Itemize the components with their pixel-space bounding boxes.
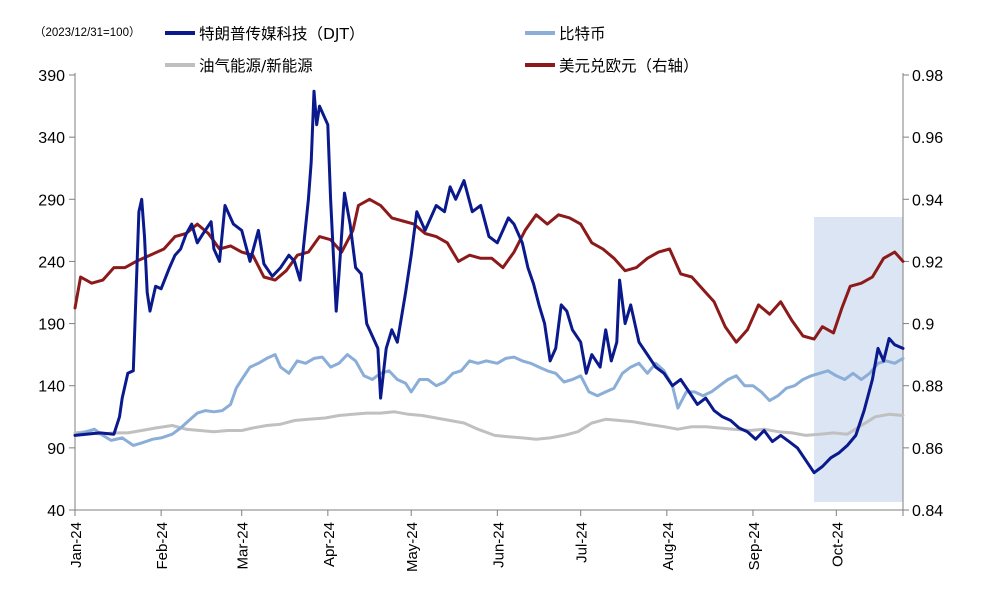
right-tick-label: 0.96 — [912, 130, 943, 147]
highlight-band — [814, 217, 903, 502]
series-layer — [73, 89, 905, 475]
right-tick-label: 0.84 — [912, 503, 943, 520]
x-tick-label: Jul-24 — [574, 522, 591, 563]
x-tick-label: Oct-24 — [829, 522, 846, 567]
right-tick-label: 0.88 — [912, 379, 943, 396]
left-tick-label: 340 — [38, 130, 65, 147]
series-line-2 — [73, 353, 905, 447]
right-tick-label: 0.98 — [912, 68, 943, 85]
legend-label-1: 特朗普传媒科技（DJT） — [199, 25, 364, 43]
x-tick-label: Aug-24 — [660, 522, 677, 570]
x-tick-label: Jan-24 — [68, 522, 85, 568]
left-tick-label: 290 — [38, 192, 65, 209]
left-tick-label: 390 — [38, 68, 65, 85]
x-tick-label: Sep-24 — [746, 522, 763, 570]
x-tick-label: Apr-24 — [321, 522, 338, 567]
left-tick-label: 140 — [38, 379, 65, 396]
left-tick-label: 40 — [47, 503, 65, 520]
legend-label-3: 油气能源/新能源 — [199, 57, 313, 75]
axes-layer: 40 90 140 190 240 290 340 390 0.84 0.86 0.88 0.9 0.9… — [38, 68, 943, 572]
legend-label-2: 比特币 — [559, 25, 606, 43]
left-tick-label: 90 — [47, 441, 65, 458]
highlight-layer — [814, 217, 903, 502]
legend-label-4: 美元兑欧元（右轴） — [559, 57, 699, 75]
x-tick-label: Mar-24 — [235, 522, 252, 570]
right-tick-label: 0.86 — [912, 441, 943, 458]
right-tick-label: 0.94 — [912, 192, 943, 209]
left-tick-label: 240 — [38, 254, 65, 271]
left-tick-label: 190 — [38, 317, 65, 334]
series-line-4 — [73, 197, 905, 344]
series-line-1 — [73, 89, 905, 475]
base-note: （2023/12/31=100） — [34, 26, 140, 39]
right-tick-label: 0.92 — [912, 254, 943, 271]
right-tick-label: 0.9 — [912, 317, 934, 334]
series-line-3 — [73, 410, 905, 441]
x-tick-label: Jun-24 — [490, 522, 507, 568]
x-tick-label: May-24 — [404, 522, 421, 572]
x-tick-label: Feb-24 — [154, 522, 171, 570]
